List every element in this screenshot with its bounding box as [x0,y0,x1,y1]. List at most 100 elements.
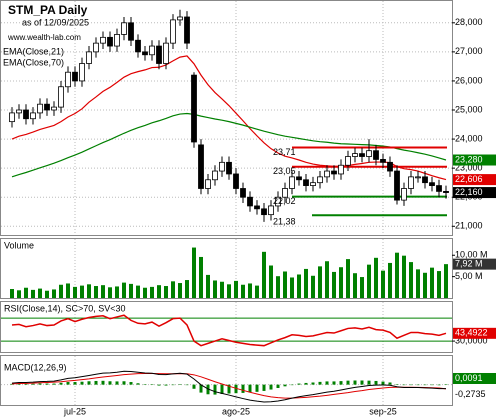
candle-body [170,19,176,44]
candle-body [303,179,309,186]
histogram-bar [101,380,105,385]
x-tick-label: jul-25 [63,406,86,416]
volume-bar [360,277,364,298]
legend-entry: EMA(Close,70) [3,57,64,67]
volume-bar [395,252,399,298]
candle-body [121,22,127,35]
histogram-bar [346,380,350,385]
value-tag-label: 22,160 [455,187,483,197]
candle-body [380,159,386,163]
candle-body [156,45,162,64]
volume-bar [409,262,413,298]
volume-bar [157,285,161,298]
volume-bar [437,271,441,298]
price-panel [0,0,453,236]
volume-bar [115,286,119,298]
histogram-bar [318,381,322,385]
volume-bar [318,266,322,298]
candle-body [359,153,365,157]
candle-body [100,36,106,44]
value-tag-label: 43,4922 [455,328,488,338]
candle-body [219,161,225,172]
volume-bar [192,247,196,298]
volume-bar [24,287,28,298]
volume-bar [220,281,224,298]
histogram-bar [353,380,357,385]
rsi-line [11,314,447,347]
candle-body [177,16,183,21]
candle-body [212,170,218,181]
histogram-bar [66,382,70,385]
histogram-bar [311,382,315,385]
volume-bar [164,286,168,298]
candle-body [289,176,295,189]
candle-body [429,182,435,186]
value-tag-label: 22,606 [455,174,483,184]
legend-entry: EMA(Close,21) [3,46,64,56]
histogram-bar [220,384,224,394]
y-tick-label: 23,000 [455,163,483,173]
histogram-bar [325,381,329,385]
volume-bar [213,280,217,298]
histogram-bar [17,383,21,385]
volume-bar [10,289,14,298]
value-tag-label: 23,280 [455,154,483,164]
histogram-bar [374,380,378,385]
y-tick-label: 30,0000 [455,335,488,345]
histogram-bar [143,384,147,385]
x-tick-label: sep-25 [369,406,397,416]
candle-body [9,112,15,123]
histogram-bar [213,384,217,395]
histogram-bar [87,381,91,385]
volume-bar [73,286,77,298]
candle-body [247,196,253,207]
histogram-bar [290,384,294,386]
histogram-bar [108,381,112,385]
histogram-bar [297,383,301,385]
candle-body [331,170,337,175]
value-tag [453,174,496,186]
candle-body [79,63,85,82]
level-label: 23,05 [273,166,296,176]
volume-bar [402,255,406,298]
histogram-bar [52,383,56,385]
candle-body [65,71,71,88]
histogram-bar [31,383,35,385]
histogram-bar [430,384,434,386]
volume-bar [297,274,301,298]
volume-bar [178,283,182,298]
histogram-bar [171,384,175,386]
volume-bar [283,271,287,298]
candle-body [296,176,302,181]
volume-bar [66,283,70,298]
histogram-bar [199,384,203,393]
volume-bar [52,289,56,298]
candle-body [324,170,330,178]
panel-title: Volume [4,240,34,250]
value-tag-label: 0,0091 [455,373,483,383]
candle-body [352,153,358,157]
histogram-bar [388,382,392,385]
histogram-bar [164,384,168,386]
candle-body [310,182,316,186]
histogram-bar [185,384,189,386]
signal-line [11,372,447,399]
candle-body [30,112,36,120]
histogram-bar [80,381,84,385]
candle-body [338,164,344,175]
histogram-bar [416,384,420,386]
candle-body [107,36,113,47]
histogram-bar [360,380,364,385]
value-tag-label: -0,2735 [455,389,486,399]
candle-body [422,176,428,184]
volume-bar [227,284,231,298]
candle-body [443,190,449,193]
volume-bar [87,284,91,298]
candle-body [86,51,92,64]
panel-title: RSI(Close,14), SC>70, SV<30 [4,303,126,313]
volume-bar [150,286,154,298]
candle-body [163,42,169,64]
histogram-bar [122,381,126,385]
candle-body [93,42,99,53]
